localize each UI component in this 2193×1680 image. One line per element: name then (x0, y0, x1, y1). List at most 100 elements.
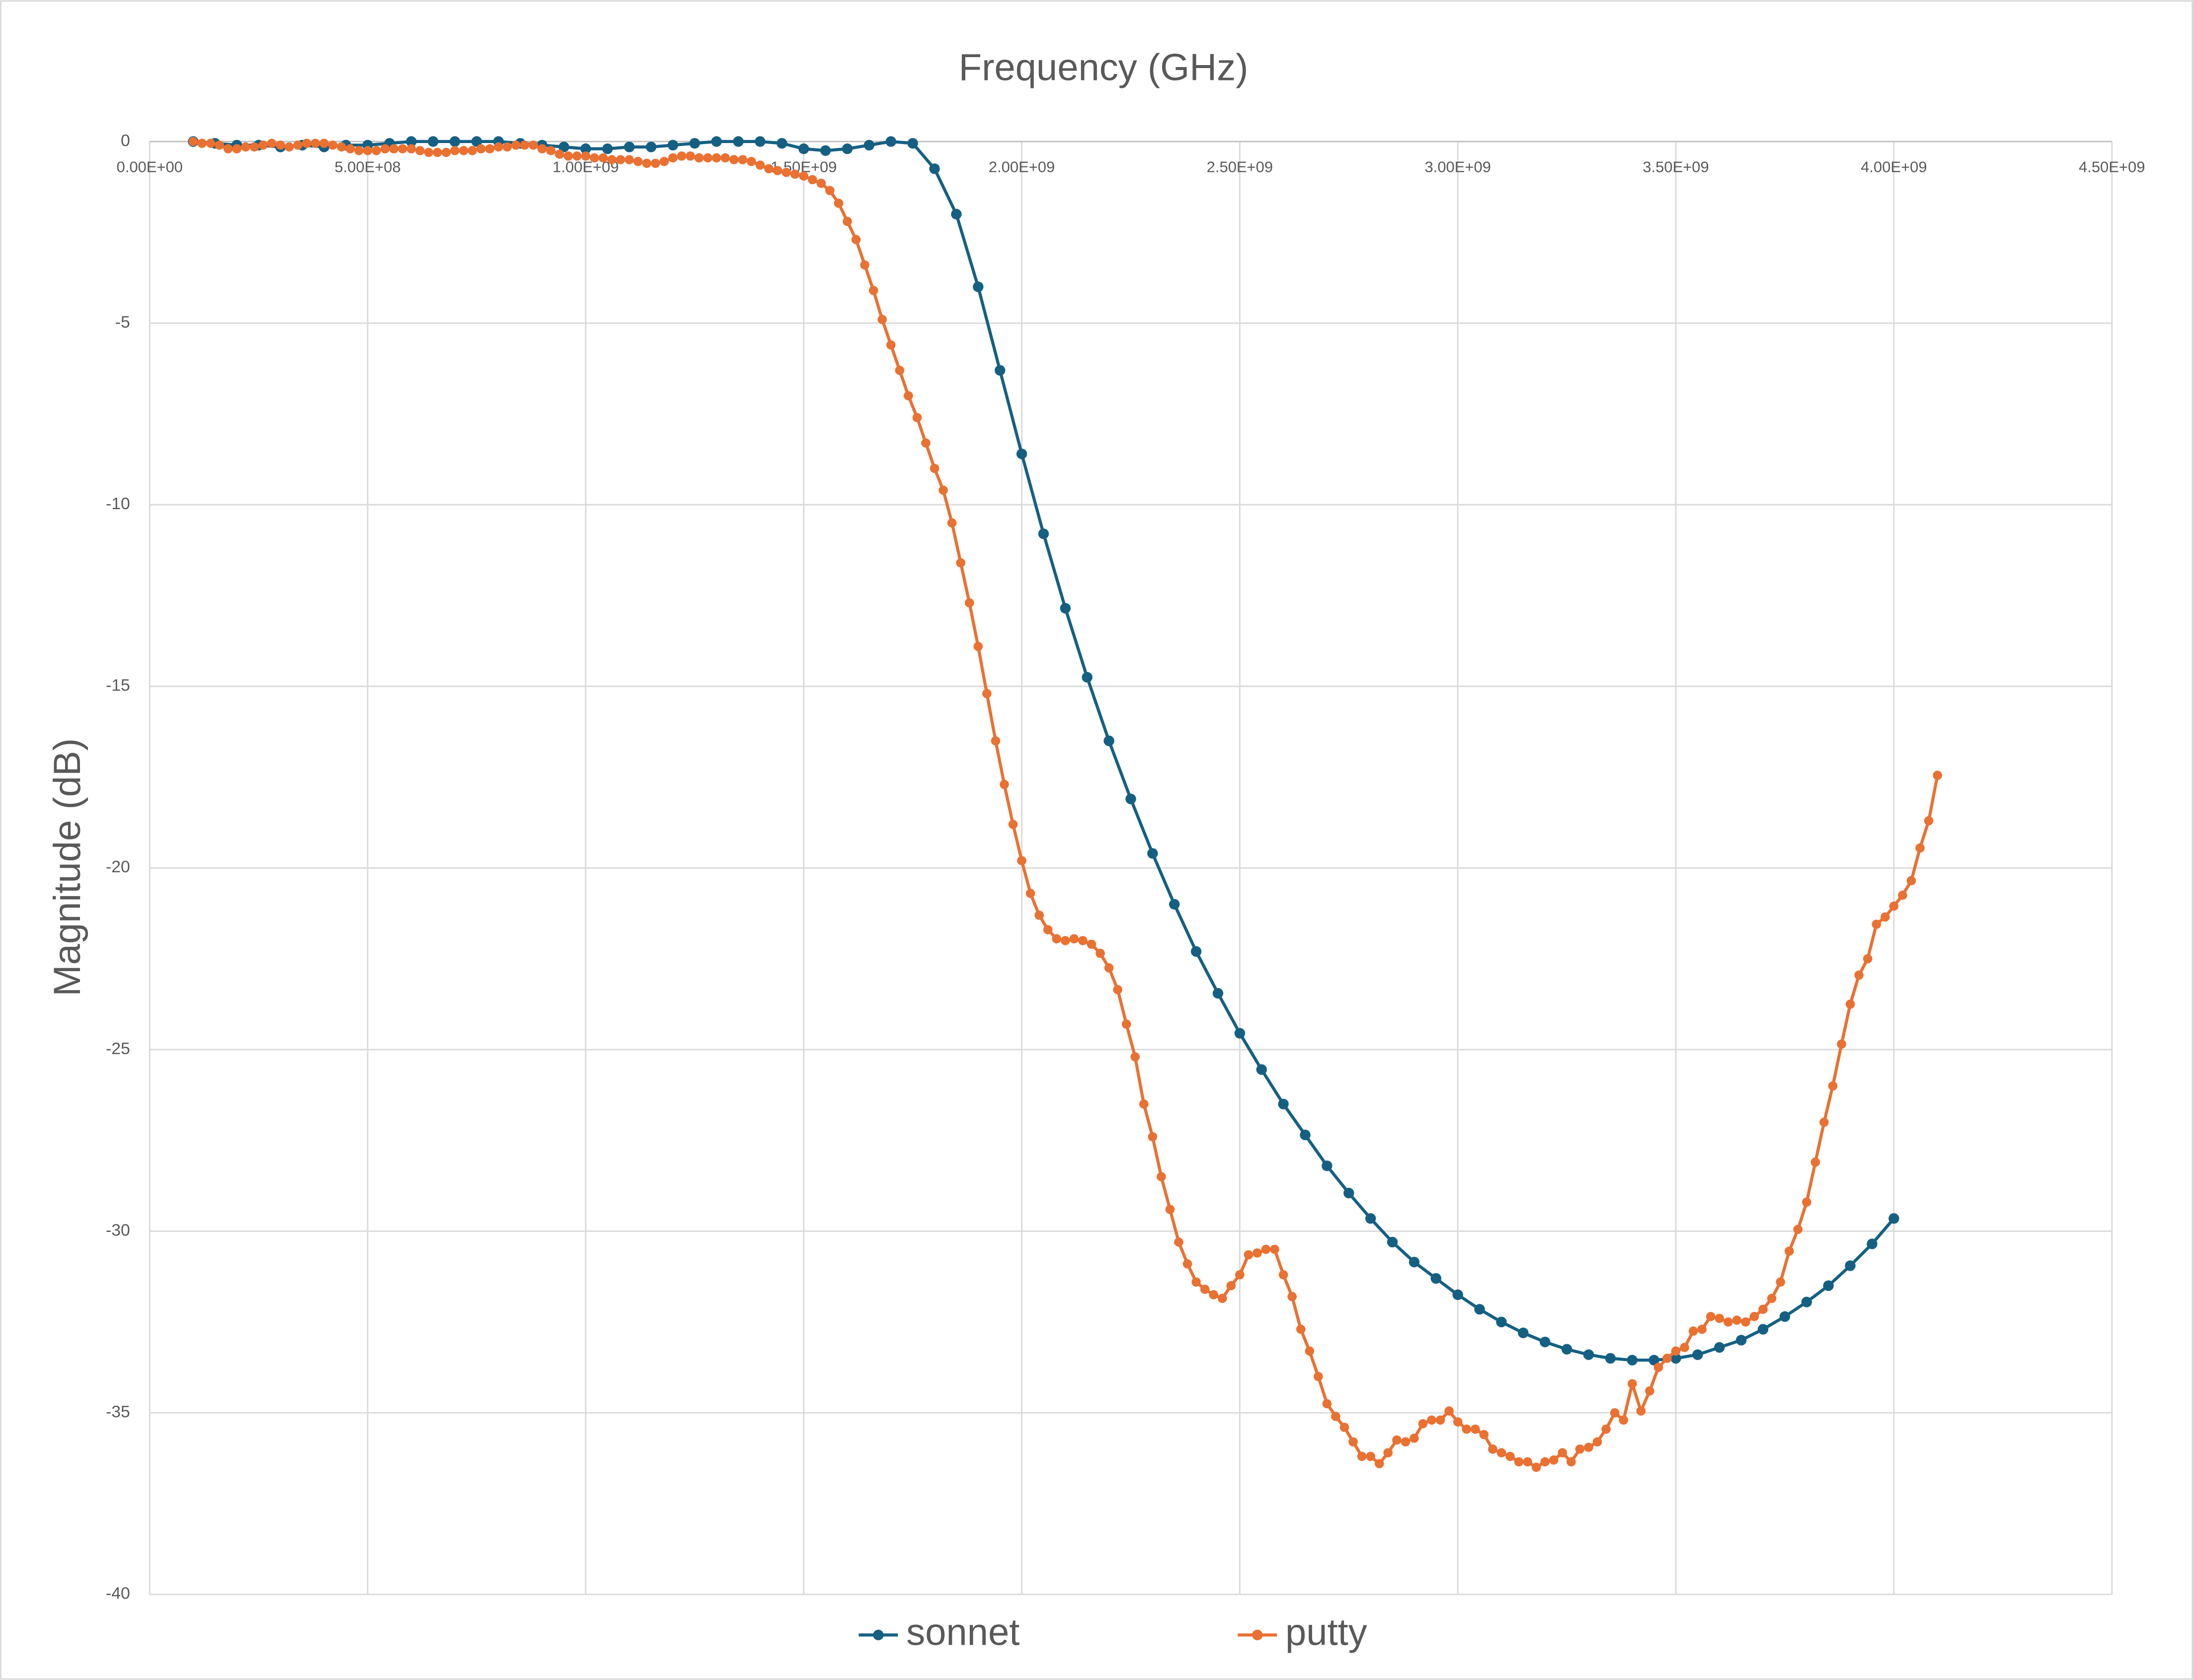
data-point (1601, 1424, 1611, 1434)
data-point (537, 144, 547, 153)
data-point (1278, 1098, 1289, 1110)
data-point (747, 156, 756, 166)
data-point (677, 151, 687, 161)
data-point (659, 156, 669, 166)
y-tick-label: -40 (106, 1584, 130, 1603)
data-point (1244, 1250, 1253, 1260)
legend-marker (1252, 1629, 1263, 1641)
data-point (625, 155, 634, 164)
data-point (363, 146, 373, 155)
data-point (1278, 1270, 1288, 1280)
data-point (816, 178, 826, 188)
data-point (1823, 1280, 1834, 1291)
y-tick-label: 0 (121, 131, 130, 150)
data-point (572, 151, 582, 161)
data-point (1462, 1424, 1472, 1434)
data-point (502, 142, 512, 152)
data-point (1034, 911, 1044, 920)
data-point (1736, 1335, 1747, 1346)
y-tick-label: -10 (106, 494, 130, 513)
data-point (1924, 816, 1934, 826)
data-point (1540, 1457, 1550, 1467)
data-point (686, 151, 695, 161)
data-point (1130, 1052, 1140, 1062)
data-point (1182, 1259, 1192, 1269)
data-point (1430, 1273, 1442, 1284)
data-point (397, 144, 407, 153)
data-point (1863, 954, 1873, 964)
data-point (1261, 1244, 1271, 1254)
data-point (947, 518, 957, 528)
data-point (441, 148, 451, 157)
data-point (1104, 963, 1114, 973)
data-point (1452, 1289, 1463, 1300)
data-point (580, 143, 591, 154)
data-point (1125, 793, 1136, 805)
data-point (1069, 934, 1079, 944)
data-point (1518, 1327, 1529, 1338)
data-point (782, 167, 791, 177)
data-point (232, 144, 242, 153)
data-point (877, 314, 887, 324)
x-tick-label: 0.00E+00 (117, 158, 183, 176)
data-point (1915, 843, 1925, 853)
data-point (449, 136, 461, 147)
data-point (1016, 449, 1027, 459)
data-point (1078, 936, 1088, 945)
data-point (738, 155, 748, 164)
data-point (1888, 1213, 1899, 1224)
data-point (1082, 672, 1093, 683)
x-tick-label: 2.00E+09 (989, 158, 1055, 176)
data-point (1680, 1343, 1689, 1352)
data-point (1113, 985, 1122, 994)
data-point (1392, 1435, 1402, 1445)
data-point (1209, 1290, 1219, 1299)
data-point (1322, 1160, 1332, 1171)
data-point (267, 139, 277, 148)
data-point (485, 144, 495, 153)
data-point (427, 136, 439, 147)
data-point (188, 137, 198, 147)
data-point (1387, 1236, 1398, 1248)
data-point (703, 153, 712, 163)
data-point (1061, 936, 1070, 945)
data-point (337, 142, 346, 152)
data-point (956, 558, 965, 568)
data-point (1471, 1424, 1480, 1434)
data-point (885, 136, 896, 147)
data-point (1331, 1412, 1340, 1421)
y-tick-label: -35 (106, 1402, 130, 1421)
data-point (1139, 1099, 1149, 1109)
data-point (258, 140, 268, 150)
data-point (1496, 1316, 1507, 1328)
data-point (1610, 1408, 1620, 1418)
data-point (581, 151, 591, 161)
data-point (476, 144, 486, 153)
data-point (1300, 1130, 1311, 1141)
data-point (1558, 1448, 1567, 1457)
data-point (1169, 899, 1180, 910)
legend-marker (873, 1629, 884, 1641)
data-point (1723, 1317, 1733, 1327)
data-point (1802, 1197, 1811, 1207)
data-point (777, 138, 787, 149)
data-point (1619, 1415, 1629, 1425)
data-point (1365, 1213, 1376, 1224)
data-point (825, 186, 835, 195)
data-point (1148, 1132, 1158, 1142)
data-point (930, 463, 940, 473)
data-point (1314, 1372, 1323, 1381)
data-point (842, 143, 853, 154)
data-point (1810, 1157, 1820, 1167)
data-point (1867, 1238, 1878, 1249)
data-point (558, 142, 569, 153)
data-point (764, 164, 774, 174)
data-point (1776, 1277, 1785, 1287)
data-point (1488, 1444, 1497, 1454)
data-point (624, 142, 635, 153)
data-point (912, 413, 922, 422)
data-point (755, 160, 765, 170)
data-point (468, 146, 477, 155)
data-point (1819, 1117, 1829, 1127)
data-point (834, 198, 844, 208)
